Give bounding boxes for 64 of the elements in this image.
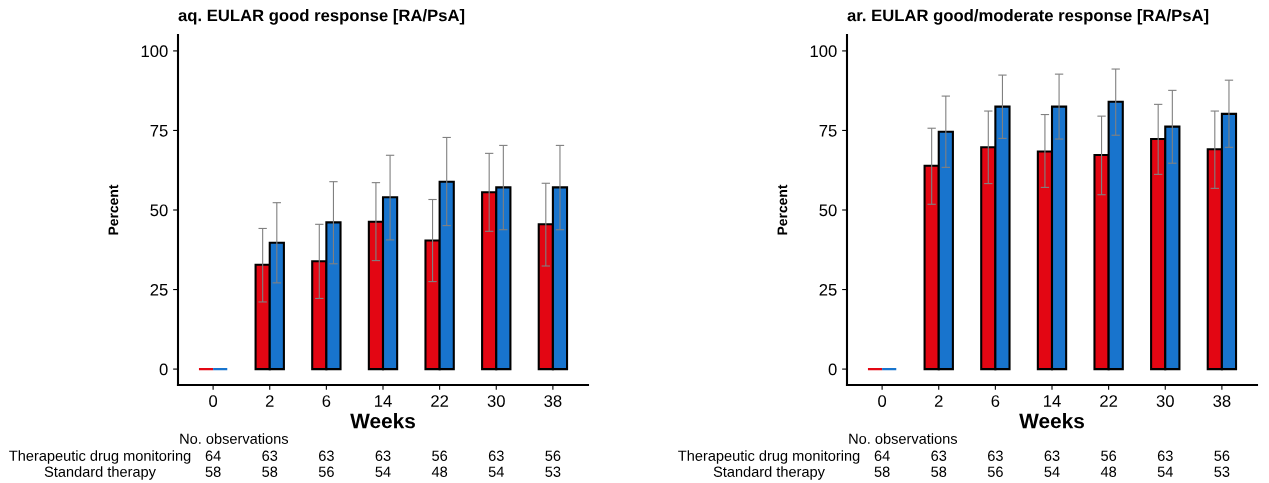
text: 63 — [319, 450, 334, 461]
x-tick-label: 30 — [487, 395, 505, 407]
text: 56 — [1214, 450, 1230, 461]
text: 63 — [1044, 450, 1060, 461]
y-tick-label: 75 — [819, 125, 837, 137]
x-tick-label: 0 — [209, 395, 218, 407]
text: No. observations — [180, 433, 289, 444]
text: 58 — [205, 466, 221, 477]
x-tick-label: 14 — [375, 395, 392, 407]
y-tick-label: 25 — [150, 283, 168, 296]
x-tick-label: 2 — [934, 395, 943, 407]
text: 53 — [545, 466, 561, 477]
y-tick-label: 0 — [159, 363, 168, 376]
x-tick-label: 0 — [878, 395, 887, 407]
text: 48 — [1100, 466, 1117, 477]
text: 54 — [375, 466, 391, 477]
text: 63 — [488, 450, 504, 461]
y-axis-title: Percent — [108, 184, 119, 235]
text: 54 — [1157, 466, 1173, 477]
x-tick-label: 30 — [1156, 395, 1174, 407]
text: Standard therapy — [44, 466, 156, 480]
text: Therapeutic drug monitoring — [678, 450, 860, 464]
y-tick-label: 75 — [150, 125, 168, 137]
y-tick-label: 50 — [150, 204, 168, 217]
x-axis-title: Weeks — [1019, 413, 1084, 429]
text: 54 — [1044, 466, 1060, 477]
text: 56 — [545, 450, 561, 461]
y-tick-label: 25 — [819, 283, 837, 296]
x-tick-label: 6 — [991, 395, 1000, 407]
text: 58 — [874, 466, 890, 477]
x-tick-label: 2 — [265, 395, 274, 407]
x-tick-label: 38 — [1213, 395, 1231, 407]
chart-title: aq. EULAR good response [RA/PsA] — [178, 9, 465, 25]
x-tick-label: 6 — [322, 395, 331, 407]
text: 63 — [931, 450, 947, 461]
y-tick-label: 100 — [810, 45, 837, 58]
x-tick-label: 14 — [1044, 395, 1061, 407]
text: 54 — [488, 466, 504, 477]
text: 63 — [1157, 450, 1173, 461]
text: 56 — [987, 466, 1003, 477]
y-tick-label: 0 — [828, 363, 837, 376]
text: 48 — [431, 466, 448, 477]
y-tick-label: 50 — [819, 204, 837, 217]
text: 64 — [205, 450, 221, 461]
x-tick-label: 22 — [431, 395, 449, 407]
text: 53 — [1214, 466, 1230, 477]
x-tick-label: 38 — [544, 395, 562, 407]
x-axis-title: Weeks — [350, 413, 415, 429]
y-axis-title: Percent — [777, 184, 788, 235]
text: 58 — [262, 466, 278, 477]
text: 63 — [262, 450, 278, 461]
y-tick-label: 100 — [141, 45, 168, 58]
text: 63 — [988, 450, 1003, 461]
text: 56 — [318, 466, 334, 477]
text: Standard therapy — [713, 466, 825, 480]
text: 58 — [931, 466, 947, 477]
text: 56 — [1101, 450, 1117, 461]
chart-title: ar. EULAR good/moderate response [RA/PsA] — [847, 9, 1209, 25]
text: Therapeutic drug monitoring — [9, 450, 191, 464]
text: No. observations — [849, 433, 958, 444]
text: 63 — [375, 450, 391, 461]
text: 56 — [432, 450, 448, 461]
text: 64 — [874, 450, 890, 461]
x-tick-label: 22 — [1100, 395, 1118, 407]
